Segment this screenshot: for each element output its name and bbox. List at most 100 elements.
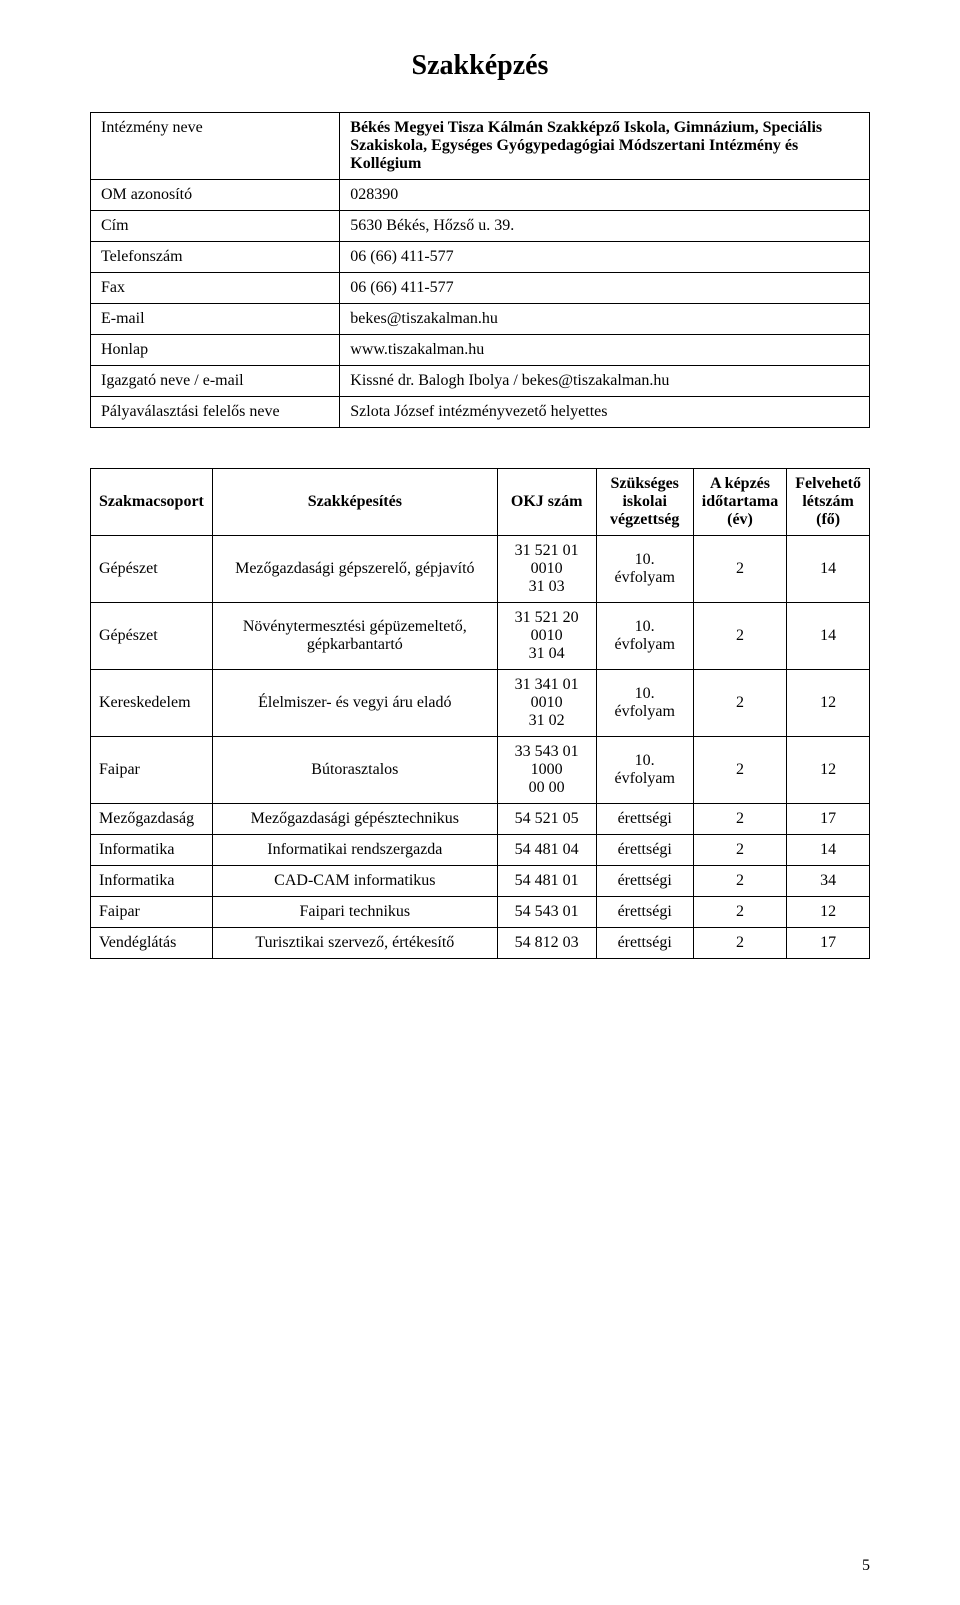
info-row-value: www.tiszakalman.hu: [340, 335, 870, 366]
cell-szakmacsoport: Vendéglátás: [91, 928, 213, 959]
cell-letszam: 12: [787, 737, 870, 804]
col-letszam-l1: Felvehető: [795, 475, 861, 492]
cell-idotartam: 2: [693, 866, 786, 897]
cell-szakmacsoport: Informatika: [91, 835, 213, 866]
cell-letszam: 17: [787, 804, 870, 835]
info-table: Intézmény neveBékés Megyei Tisza Kálmán …: [90, 112, 870, 428]
info-row-label: Intézmény neve: [91, 113, 340, 180]
info-row: Igazgató neve / e-mailKissné dr. Balogh …: [91, 366, 870, 397]
info-row-value: bekes@tiszakalman.hu: [340, 304, 870, 335]
table-row: InformatikaCAD-CAM informatikus54 481 01…: [91, 866, 870, 897]
cell-vegzettseg: 10. évfolyam: [596, 737, 693, 804]
col-idotartam-l1: A képzés: [710, 475, 770, 492]
cell-letszam: 12: [787, 897, 870, 928]
cell-vegzettseg: érettségi: [596, 897, 693, 928]
info-row-value: 06 (66) 411-577: [340, 242, 870, 273]
info-row-label: OM azonosító: [91, 180, 340, 211]
cell-okj-l2: 00 00: [506, 779, 588, 797]
info-row-label: Pályaválasztási felelős neve: [91, 397, 340, 428]
info-row-label: Honlap: [91, 335, 340, 366]
info-row: Fax06 (66) 411-577: [91, 273, 870, 304]
cell-okj: 54 521 05: [497, 804, 596, 835]
cell-okj-l2: 31 03: [506, 578, 588, 596]
courses-table-body: GépészetMezőgazdasági gépszerelő, gépjav…: [91, 536, 870, 959]
cell-szakmacsoport: Informatika: [91, 866, 213, 897]
cell-letszam: 14: [787, 835, 870, 866]
page-title: Szakképzés: [90, 50, 870, 82]
cell-okj-l1: 54 521 05: [506, 810, 588, 828]
cell-letszam: 14: [787, 603, 870, 670]
table-row: FaiparBútorasztalos33 543 01 100000 0010…: [91, 737, 870, 804]
cell-idotartam: 2: [693, 670, 786, 737]
cell-vegzettseg: 10. évfolyam: [596, 603, 693, 670]
info-row-value: Kissné dr. Balogh Ibolya / bekes@tiszaka…: [340, 366, 870, 397]
cell-okj-l1: 31 521 20 0010: [506, 609, 588, 645]
cell-vegzettseg: érettségi: [596, 804, 693, 835]
col-szakmacsoport: Szakmacsoport: [91, 469, 213, 536]
info-row-label: Telefonszám: [91, 242, 340, 273]
cell-szakkepesites: Bútorasztalos: [212, 737, 497, 804]
cell-vegzettseg: érettségi: [596, 835, 693, 866]
cell-vegzettseg: 10. évfolyam: [596, 536, 693, 603]
info-row-value: 5630 Békés, Hőzső u. 39.: [340, 211, 870, 242]
info-row-value: 028390: [340, 180, 870, 211]
col-letszam-l2: létszám: [802, 493, 854, 510]
cell-idotartam: 2: [693, 536, 786, 603]
col-szakkepesites: Szakképesítés: [212, 469, 497, 536]
cell-okj: 31 341 01 001031 02: [497, 670, 596, 737]
info-row: Intézmény neveBékés Megyei Tisza Kálmán …: [91, 113, 870, 180]
cell-idotartam: 2: [693, 804, 786, 835]
col-okj: OKJ szám: [497, 469, 596, 536]
cell-okj-l1: 31 341 01 0010: [506, 676, 588, 712]
page-container: Szakképzés Intézmény neveBékés Megyei Ti…: [0, 0, 960, 1605]
cell-idotartam: 2: [693, 835, 786, 866]
cell-letszam: 17: [787, 928, 870, 959]
cell-okj-l1: 54 543 01: [506, 903, 588, 921]
cell-szakkepesites: CAD-CAM informatikus: [212, 866, 497, 897]
table-row: FaiparFaipari technikus54 543 01érettség…: [91, 897, 870, 928]
cell-vegzettseg: érettségi: [596, 928, 693, 959]
cell-okj-l1: 54 481 04: [506, 841, 588, 859]
table-row: GépészetMezőgazdasági gépszerelő, gépjav…: [91, 536, 870, 603]
cell-okj: 31 521 20 001031 04: [497, 603, 596, 670]
info-row: Honlapwww.tiszakalman.hu: [91, 335, 870, 366]
cell-letszam: 12: [787, 670, 870, 737]
col-idotartam-l3: (év): [727, 511, 753, 528]
col-idotartam: A képzés időtartama (év): [693, 469, 786, 536]
info-row: Pályaválasztási felelős neveSzlota Józse…: [91, 397, 870, 428]
cell-okj: 54 543 01: [497, 897, 596, 928]
cell-idotartam: 2: [693, 737, 786, 804]
cell-okj: 54 812 03: [497, 928, 596, 959]
cell-szakmacsoport: Mezőgazdaság: [91, 804, 213, 835]
col-vegzettseg-l2: iskolai: [622, 493, 666, 510]
col-letszam-l3: (fő): [816, 511, 840, 528]
cell-szakkepesites: Faipari technikus: [212, 897, 497, 928]
cell-okj-l1: 31 521 01 0010: [506, 542, 588, 578]
cell-okj: 54 481 04: [497, 835, 596, 866]
table-row: MezőgazdaságMezőgazdasági gépésztechniku…: [91, 804, 870, 835]
info-row-value: Szlota József intézményvezető helyettes: [340, 397, 870, 428]
cell-szakkepesites: Mezőgazdasági gépszerelő, gépjavító: [212, 536, 497, 603]
col-vegzettseg: Szükséges iskolai végzettség: [596, 469, 693, 536]
table-row: GépészetNövénytermesztési gépüzemeltető,…: [91, 603, 870, 670]
cell-szakkepesites: Informatikai rendszergazda: [212, 835, 497, 866]
cell-okj: 33 543 01 100000 00: [497, 737, 596, 804]
col-vegzettseg-l3: végzettség: [610, 511, 679, 528]
info-row-value: Békés Megyei Tisza Kálmán Szakképző Isko…: [340, 113, 870, 180]
info-row: Cím5630 Békés, Hőzső u. 39.: [91, 211, 870, 242]
cell-szakmacsoport: Kereskedelem: [91, 670, 213, 737]
cell-szakkepesites: Turisztikai szervező, értékesítő: [212, 928, 497, 959]
cell-okj-l2: 31 04: [506, 645, 588, 663]
cell-okj: 54 481 01: [497, 866, 596, 897]
cell-szakmacsoport: Gépészet: [91, 536, 213, 603]
info-row-value: 06 (66) 411-577: [340, 273, 870, 304]
cell-okj-l2: 31 02: [506, 712, 588, 730]
cell-letszam: 34: [787, 866, 870, 897]
cell-idotartam: 2: [693, 603, 786, 670]
cell-vegzettseg: érettségi: [596, 866, 693, 897]
page-number: 5: [862, 1557, 870, 1575]
cell-vegzettseg: 10. évfolyam: [596, 670, 693, 737]
col-idotartam-l2: időtartama: [702, 493, 778, 510]
cell-okj-l1: 33 543 01 1000: [506, 743, 588, 779]
info-row-label: Igazgató neve / e-mail: [91, 366, 340, 397]
